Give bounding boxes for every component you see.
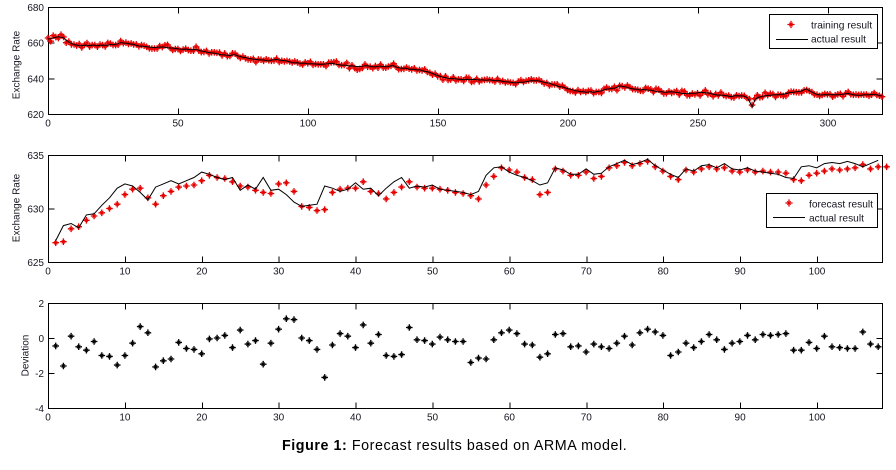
svg-text:10: 10 [119, 413, 131, 424]
svg-text:100: 100 [809, 413, 826, 424]
svg-text:actual result: actual result [809, 214, 864, 225]
svg-text:640: 640 [27, 74, 44, 85]
svg-text:50: 50 [427, 413, 439, 424]
svg-text:20: 20 [196, 267, 208, 278]
svg-text:30: 30 [273, 413, 285, 424]
svg-text:150: 150 [430, 119, 447, 130]
svg-text:80: 80 [658, 267, 670, 278]
svg-text:50: 50 [427, 267, 439, 278]
svg-text:training result: training result [811, 21, 872, 32]
svg-text:-2: -2 [35, 369, 44, 380]
svg-text:70: 70 [581, 413, 593, 424]
svg-text:-4: -4 [35, 404, 44, 415]
svg-text:60: 60 [504, 267, 516, 278]
svg-text:90: 90 [735, 267, 747, 278]
svg-text:300: 300 [820, 119, 837, 130]
svg-text:0: 0 [45, 119, 51, 130]
svg-text:625: 625 [27, 258, 44, 269]
svg-text:630: 630 [27, 205, 44, 216]
svg-text:660: 660 [27, 39, 44, 50]
svg-text:60: 60 [504, 413, 516, 424]
svg-text:620: 620 [27, 110, 44, 121]
svg-text:200: 200 [560, 119, 577, 130]
svg-text:Figure 1: Forecast results bas: Figure 1: Forecast results based on ARMA… [282, 438, 627, 454]
svg-text:40: 40 [350, 413, 362, 424]
svg-text:Exchange Rate: Exchange Rate [12, 30, 23, 99]
svg-text:250: 250 [690, 119, 707, 130]
svg-text:90: 90 [735, 413, 747, 424]
svg-text:100: 100 [809, 267, 826, 278]
svg-text:30: 30 [273, 267, 285, 278]
svg-text:2: 2 [38, 299, 44, 310]
svg-text:635: 635 [27, 151, 44, 162]
svg-text:0: 0 [45, 413, 51, 424]
svg-text:10: 10 [119, 267, 131, 278]
svg-text:680: 680 [27, 3, 44, 14]
svg-text:0: 0 [45, 267, 51, 278]
svg-text:20: 20 [196, 413, 208, 424]
svg-text:80: 80 [658, 413, 670, 424]
svg-text:0: 0 [38, 334, 44, 345]
svg-text:40: 40 [350, 267, 362, 278]
svg-text:actual result: actual result [811, 35, 866, 46]
svg-text:Deviation: Deviation [20, 335, 31, 377]
svg-text:100: 100 [300, 119, 317, 130]
svg-text:70: 70 [581, 267, 593, 278]
svg-text:Exchange Rate: Exchange Rate [12, 173, 23, 242]
svg-text:50: 50 [172, 119, 184, 130]
svg-text:forecast result: forecast result [809, 200, 873, 211]
